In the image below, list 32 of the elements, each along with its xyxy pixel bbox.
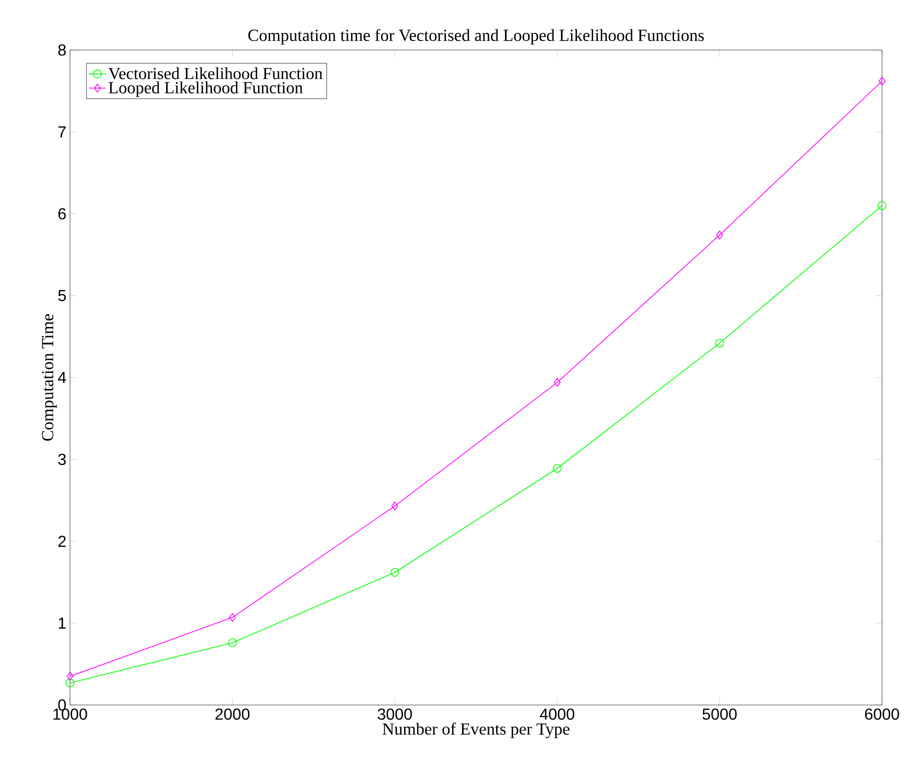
- point: [228, 638, 237, 648]
- y-tick-label: 1: [58, 618, 66, 629]
- y-tick-label: 8: [58, 44, 66, 56]
- legend-label: Vectorised Likelihood Function: [108, 67, 323, 80]
- y-tick-label: 0: [58, 699, 66, 711]
- x-tick-label: 4000: [540, 708, 574, 720]
- point: [66, 672, 74, 681]
- point: [554, 378, 561, 387]
- y-tick-label: 6: [58, 208, 66, 220]
- y-tick-label: 4: [58, 372, 66, 383]
- point: [66, 678, 74, 688]
- x-tick-label: 2000: [215, 708, 250, 720]
- y-tick-label: 2: [58, 536, 66, 547]
- x-axis-title: Number of Events per Type: [382, 722, 570, 738]
- point: [878, 201, 886, 210]
- y-axis-title: Computation Time: [42, 314, 57, 441]
- x-tick-label: 6000: [865, 708, 900, 720]
- point: [390, 568, 400, 577]
- y-tick-label: 3: [58, 454, 66, 466]
- point: [229, 612, 236, 622]
- point: [878, 76, 886, 86]
- chart-title: Computation time for Vectorised and Looped Likelihood Functions: [248, 28, 704, 44]
- y-tick-label: 7: [58, 126, 66, 138]
- point: [552, 464, 562, 473]
- point: [716, 230, 724, 240]
- y-tick-label: 5: [58, 290, 66, 302]
- x-tick-label: 3000: [378, 708, 412, 720]
- point: [391, 502, 398, 510]
- point: [715, 338, 724, 348]
- legend-label: Looped Likelihood Function: [108, 82, 303, 97]
- x-tick-label: 5000: [702, 708, 737, 720]
- x-tick-label: 1000: [53, 708, 88, 720]
